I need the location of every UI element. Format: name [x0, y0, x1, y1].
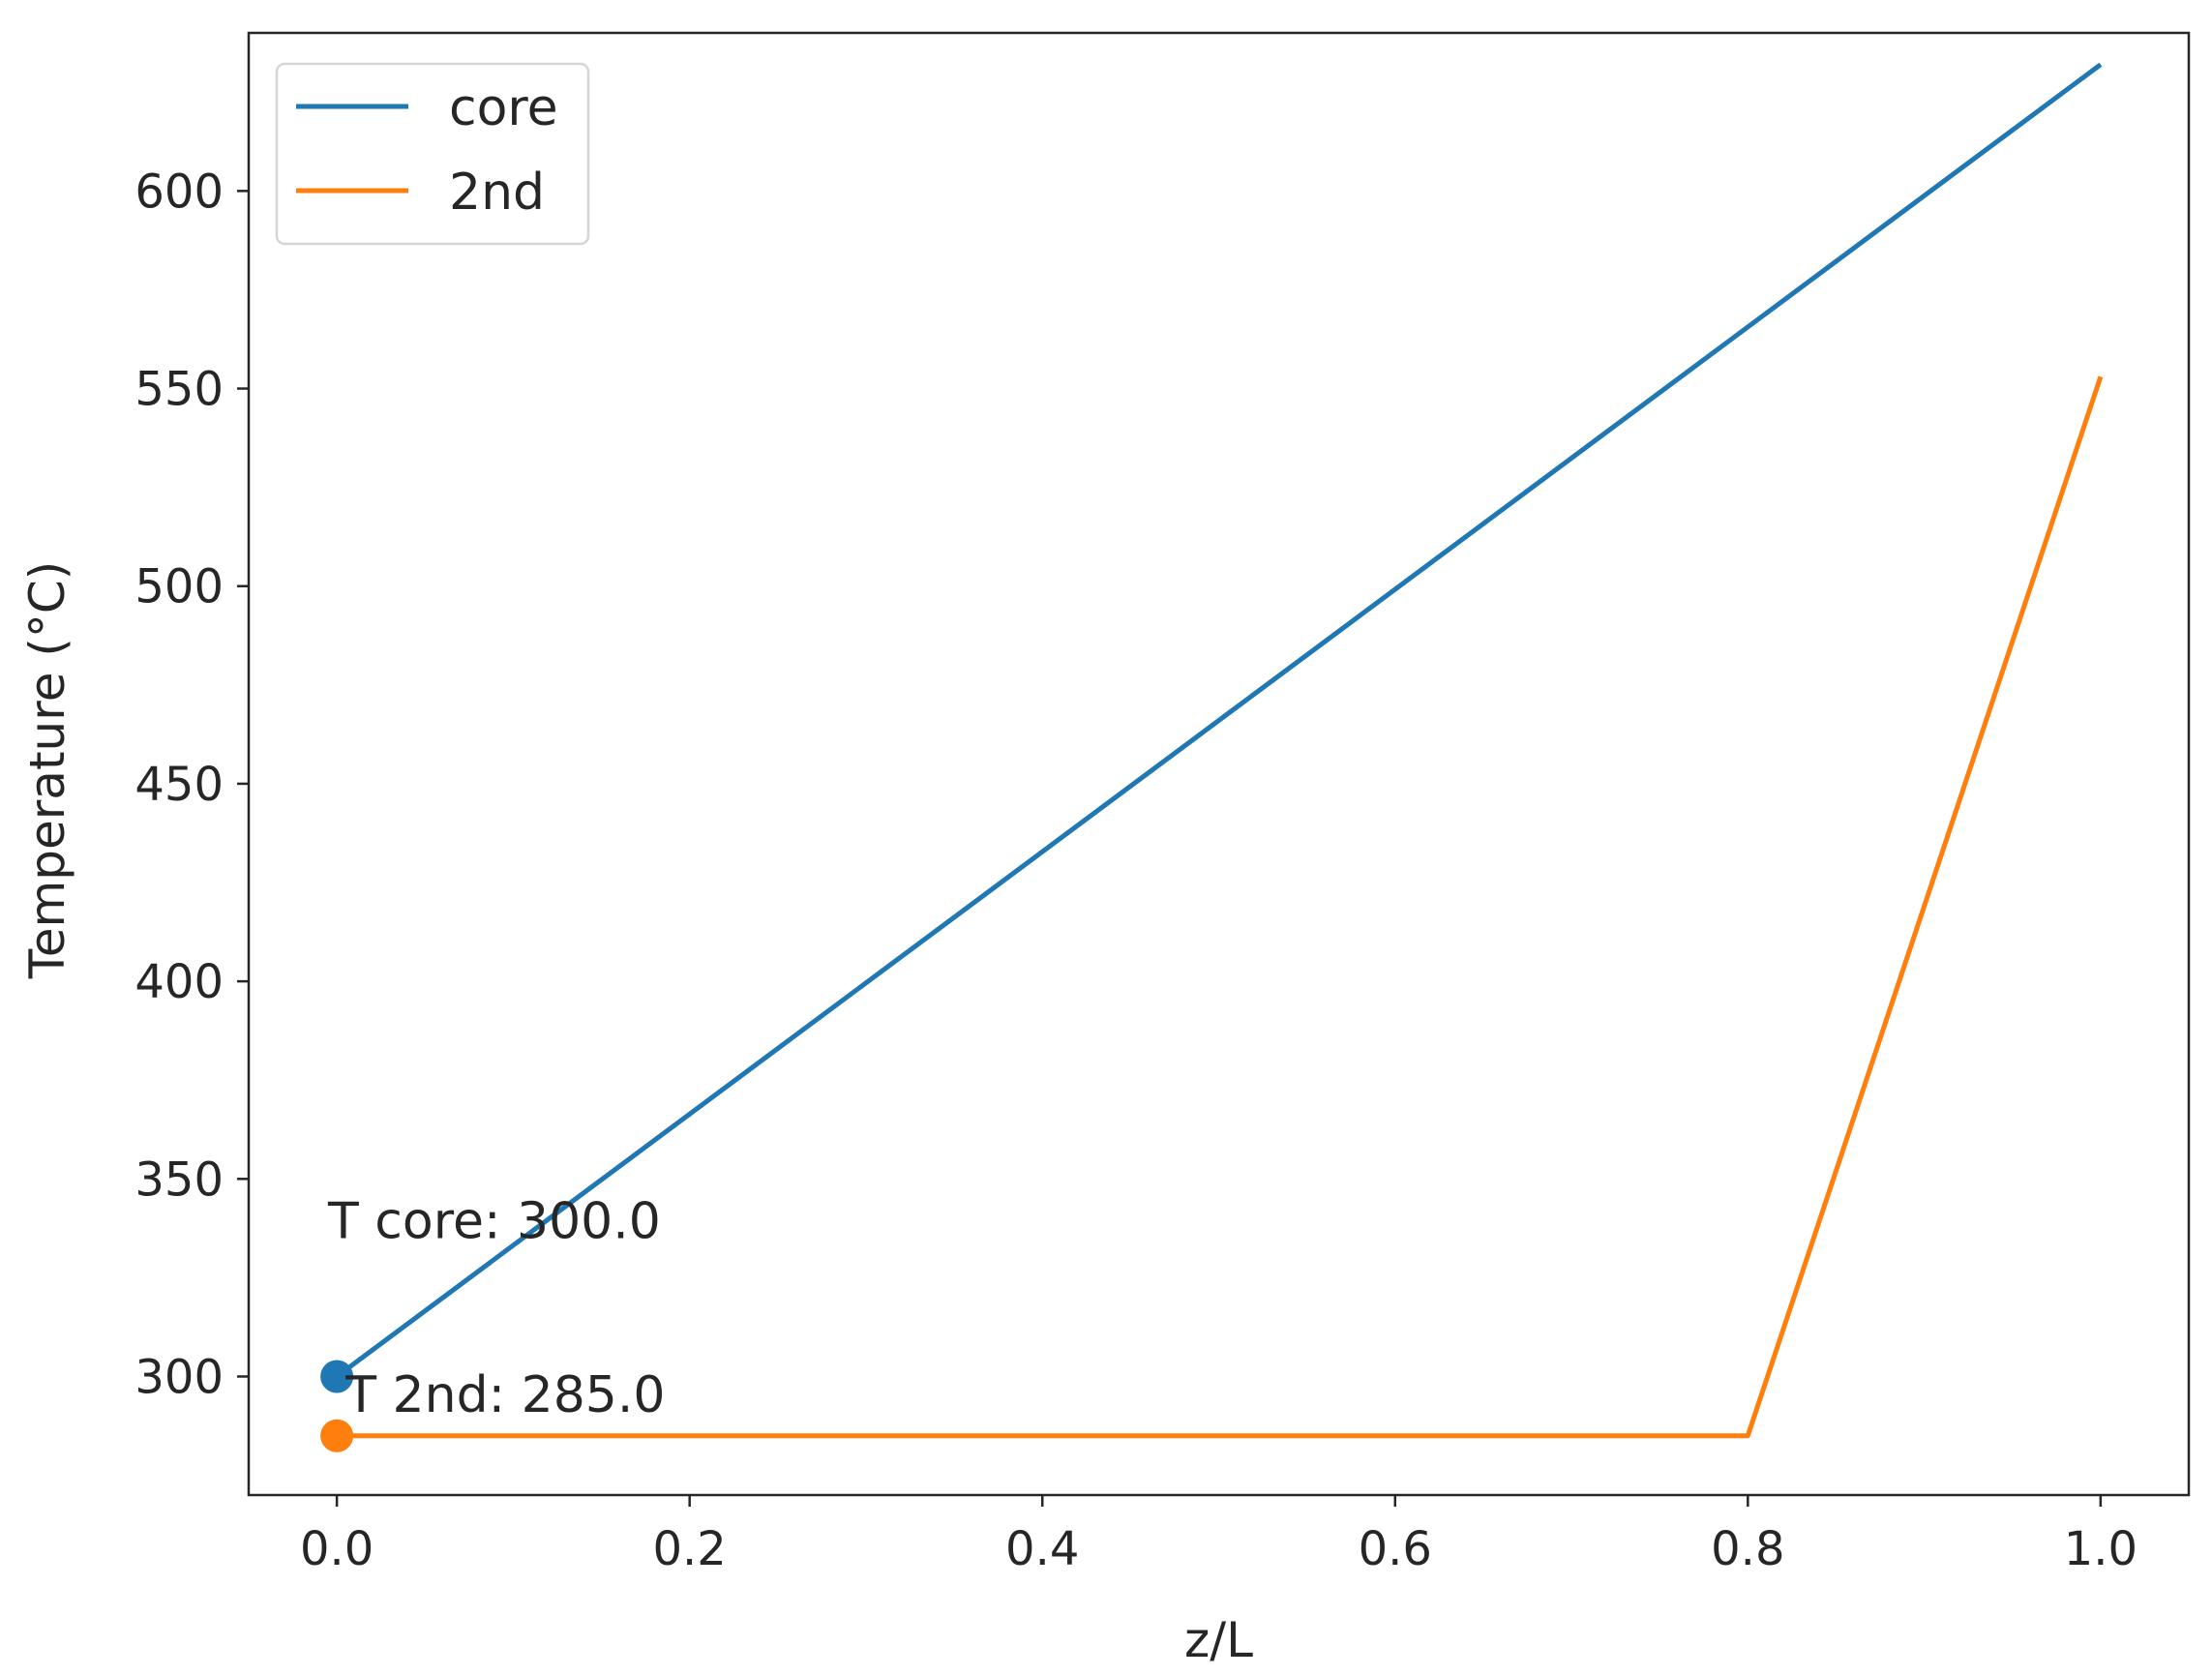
x-tick-label: 0.6 [1359, 1522, 1432, 1576]
series-layer [335, 62, 2104, 1439]
x-axis-label: z/L [1184, 1612, 1253, 1668]
x-tick-label: 0.0 [300, 1522, 374, 1576]
y-axis-label: Temperature (°C) [19, 561, 75, 980]
legend-label-core: core [449, 79, 558, 137]
y-axis-ticks: 300 350 400 450 500 550 600 [135, 165, 249, 1404]
y-tick-label: 500 [135, 560, 224, 614]
annotation-label: T 2nd: 285.0 [344, 1366, 665, 1424]
plot-frame [247, 31, 2191, 1497]
x-tick-label: 1.0 [2064, 1522, 2137, 1576]
x-tick-label: 0.2 [653, 1522, 727, 1576]
y-tick-label: 400 [135, 955, 224, 1009]
series-line-core [335, 62, 2103, 1379]
marker-layer [320, 1360, 354, 1452]
series-line-2nd [337, 375, 2104, 1439]
legend-label-2nd: 2nd [449, 164, 545, 222]
y-tick-label: 600 [135, 165, 224, 219]
annotation-label: T core: 300.0 [327, 1193, 661, 1251]
plot-area [247, 31, 2191, 1497]
legend: core 2nd [275, 62, 590, 246]
marker-core [320, 1360, 354, 1393]
y-tick-label: 550 [135, 363, 224, 417]
y-tick-label: 350 [135, 1152, 224, 1207]
x-axis-ticks: 0.0 0.2 0.4 0.6 0.8 1.0 [300, 1495, 2137, 1576]
y-tick-label: 450 [135, 758, 224, 812]
annotation-layer: T core: 300.0 T 2nd: 285.0 [327, 1193, 665, 1425]
x-tick-label: 0.8 [1711, 1522, 1784, 1576]
x-tick-label: 0.4 [1005, 1522, 1079, 1576]
y-tick-label: 300 [135, 1350, 224, 1404]
marker-2nd [320, 1419, 354, 1452]
